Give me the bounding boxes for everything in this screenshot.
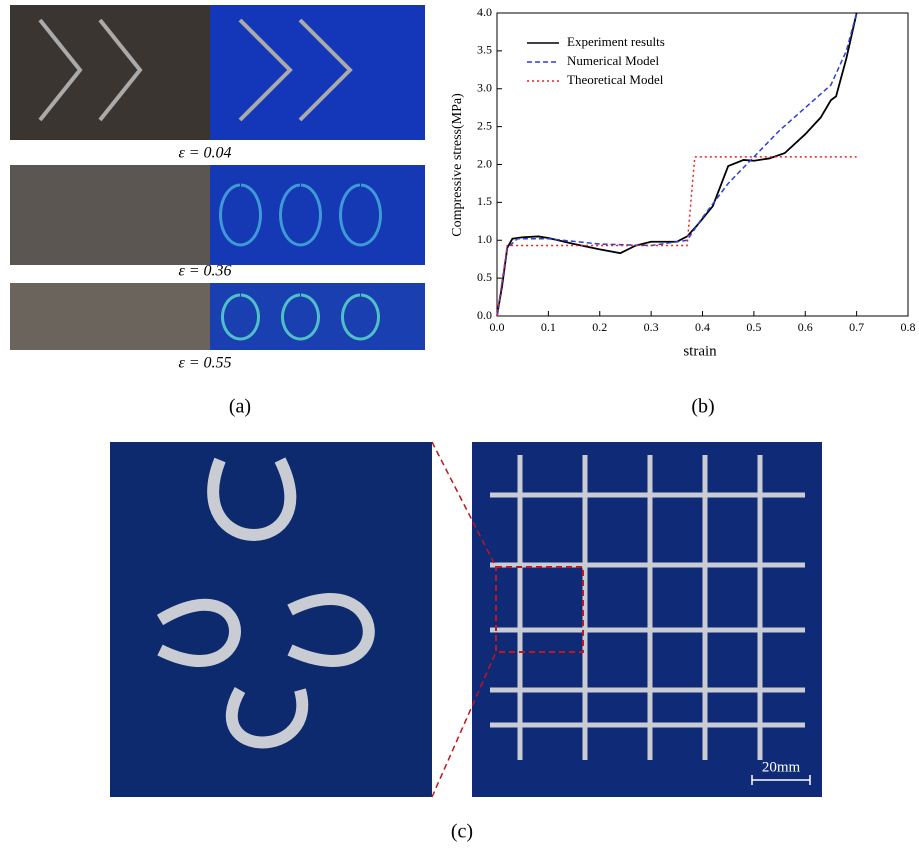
x-tick-label: 0.6 [798, 320, 813, 334]
y-tick-label: 1.5 [477, 194, 492, 208]
series-line [497, 13, 857, 316]
panel-a-images [10, 5, 425, 350]
y-tick-label: 2.5 [477, 118, 492, 132]
x-axis-label: strain [683, 343, 717, 359]
y-tick-label: 3.0 [477, 81, 492, 95]
legend-label: Experiment results [567, 34, 665, 49]
panel-label: (b) [691, 396, 714, 418]
x-tick-label: 0.4 [695, 320, 710, 334]
y-tick-label: 1.0 [477, 232, 492, 246]
scale-bar-label: 20mm [762, 759, 801, 775]
x-tick-label: 0.7 [849, 320, 864, 334]
strain-label: ε = 0.04 [178, 145, 231, 162]
y-axis-label: Compressive stress(MPa) [450, 93, 465, 237]
x-tick-label: 0.5 [746, 320, 761, 334]
x-tick-label: 0.3 [644, 320, 659, 334]
y-tick-label: 0.5 [477, 270, 492, 284]
x-tick-label: 0.0 [490, 320, 505, 334]
legend-label: Theoretical Model [567, 72, 664, 87]
strain-label: ε = 0.36 [178, 263, 231, 280]
y-tick-label: 4.0 [477, 5, 492, 19]
photo [10, 283, 210, 350]
y-tick-label: 2.0 [477, 156, 492, 170]
series-line [497, 13, 857, 316]
panel-label: (a) [229, 396, 251, 418]
x-tick-label: 0.8 [901, 320, 916, 334]
figure: ε = 0.04 ε = 0.36 ε = 0.55 (a) (b) 20mm … [0, 0, 919, 854]
legend-label: Numerical Model [567, 53, 659, 68]
panel-label: (c) [451, 821, 473, 843]
y-tick-label: 3.5 [477, 43, 492, 57]
x-tick-label: 0.2 [592, 320, 607, 334]
page: ε = 0.04 ε = 0.36 ε = 0.55 (a) (b) 20mm … [0, 0, 919, 854]
simulation [210, 165, 425, 265]
y-tick-label: 0.0 [477, 308, 492, 322]
series-line [497, 157, 857, 316]
strain-label: ε = 0.55 [178, 355, 231, 372]
photo [10, 165, 210, 265]
x-tick-label: 0.1 [541, 320, 556, 334]
